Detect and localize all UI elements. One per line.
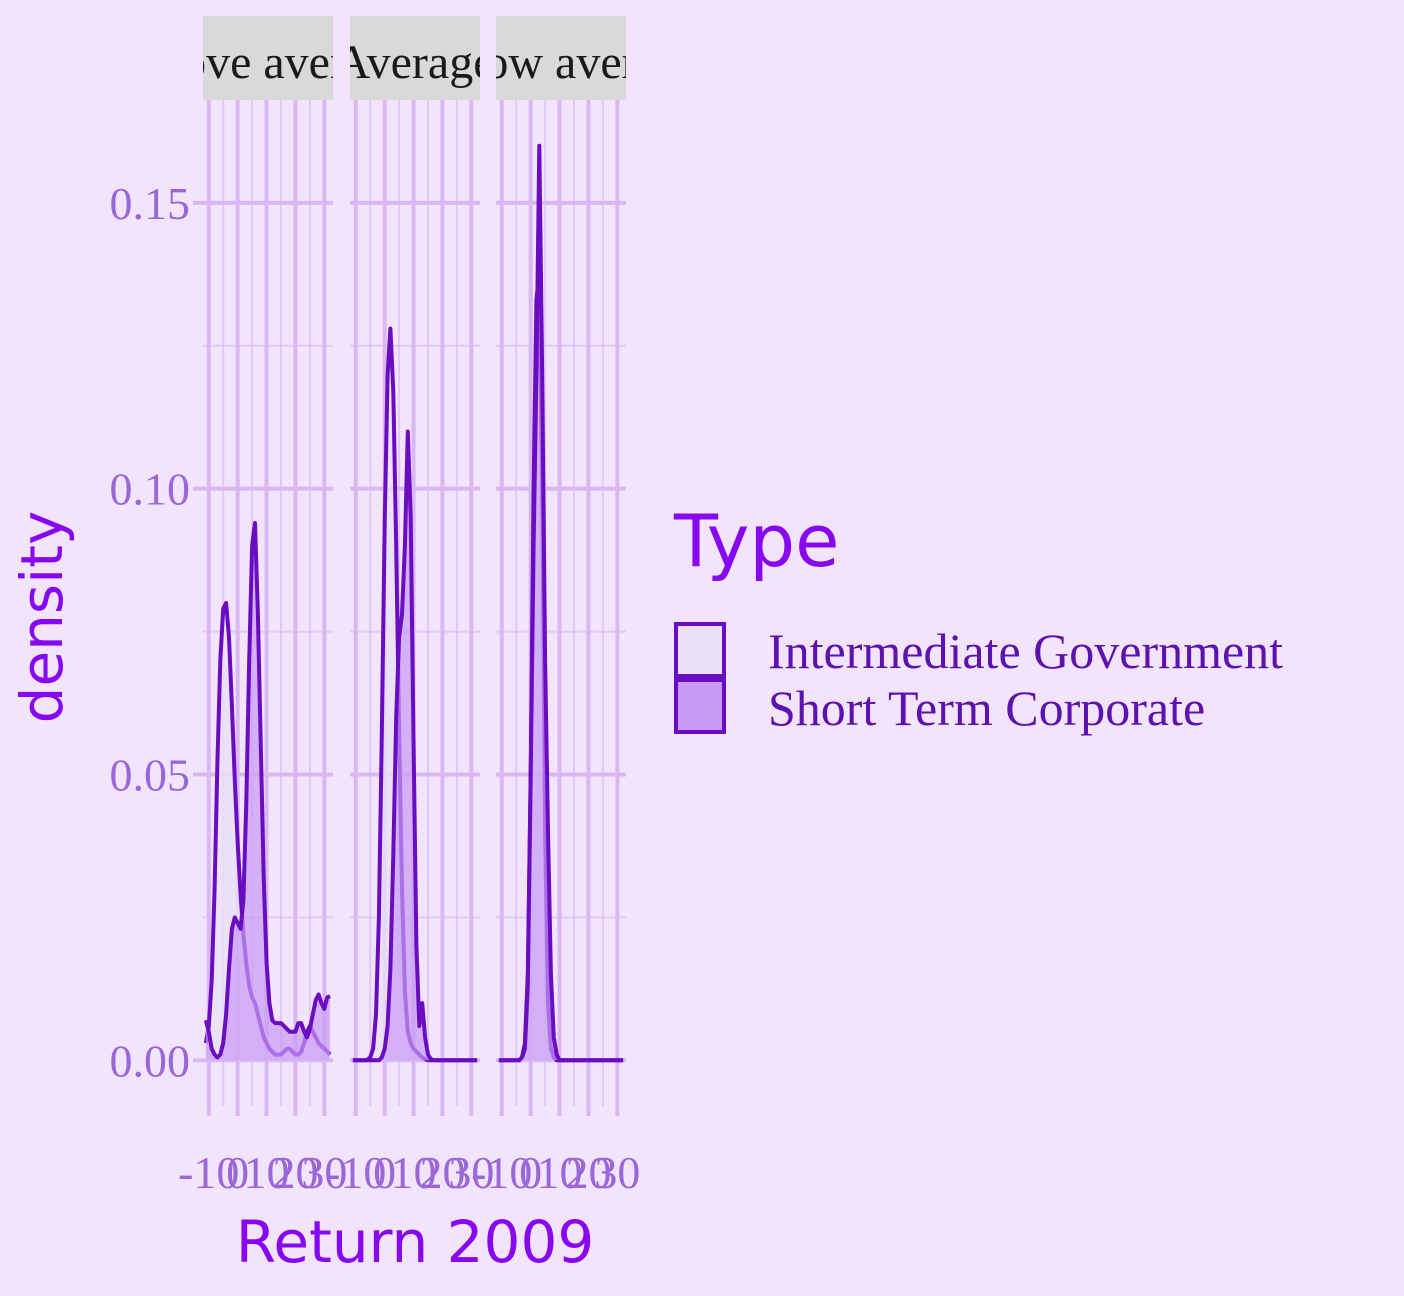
y-tick-label: 0.00 <box>110 1035 191 1086</box>
y-tick-label: 0.10 <box>110 464 191 515</box>
legend-label-short-term-corporate: Short Term Corporate <box>768 680 1205 736</box>
y-axis: 0.00 0.05 0.10 0.15 <box>110 178 203 1086</box>
density-line-short-term-corporate <box>203 521 331 1060</box>
density-line-short-term-corporate <box>352 429 478 1063</box>
facet-panel-average: Average <box>336 16 495 1106</box>
facet-panel-below-average: Below average <box>418 16 705 1106</box>
x-tick-label: 10 <box>537 1147 583 1198</box>
x-tick-label: 20 <box>565 1147 611 1198</box>
facet-strip <box>203 16 333 100</box>
x-tick-label: 20 <box>272 1147 318 1198</box>
legend: Type Intermediate Government Short Term … <box>673 499 1283 736</box>
facet-panel-above-average: Above average <box>123 16 412 1106</box>
legend-key-intermediate-government <box>674 622 726 678</box>
x-tick-label: 30 <box>594 1147 640 1198</box>
x-tick-label: -10 <box>325 1147 386 1198</box>
x-tick-label: 30 <box>301 1147 347 1198</box>
facet-strip-label: Below average <box>418 36 705 89</box>
legend-key-short-term-corporate <box>674 678 726 734</box>
x-axis-title: Return 2009 <box>236 1208 595 1276</box>
x-tick-label: 20 <box>419 1147 465 1198</box>
y-axis-title: density <box>8 511 76 724</box>
x-tick-label: 10 <box>244 1147 290 1198</box>
x-tick-label: 0 <box>226 1147 249 1198</box>
y-tick-label: 0.05 <box>110 749 191 800</box>
density-area-intermediate-government <box>352 328 478 1061</box>
density-line-short-term-corporate <box>498 143 624 1063</box>
facet-strip-label: Above average <box>123 36 412 89</box>
facet-strip <box>496 16 626 100</box>
x-tick-label: 10 <box>391 1147 437 1198</box>
x-tick-label: 0 <box>373 1147 396 1198</box>
facet-strip <box>350 16 480 100</box>
x-tick-label: -10 <box>471 1147 532 1198</box>
legend-title: Type <box>673 499 839 583</box>
x-tick-label: -10 <box>178 1147 239 1198</box>
x-tick-label: 30 <box>448 1147 494 1198</box>
facet-strip-label: Average <box>336 36 495 89</box>
x-tick-label: 0 <box>519 1147 542 1198</box>
y-tick-label: 0.15 <box>110 178 191 229</box>
legend-label-intermediate-government: Intermediate Government <box>768 623 1283 679</box>
